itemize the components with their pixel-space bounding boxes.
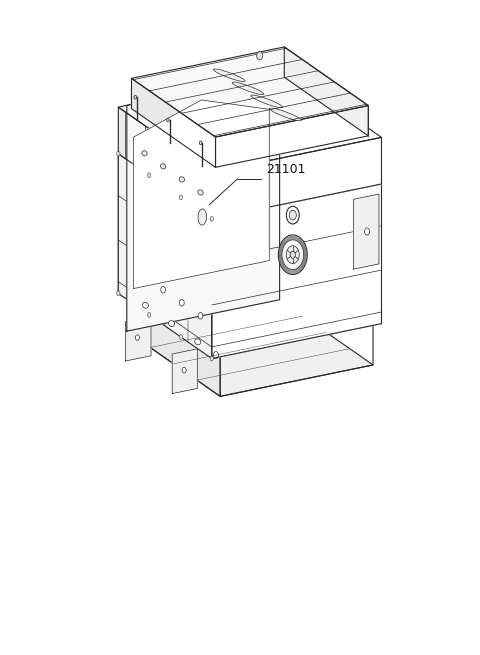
Polygon shape xyxy=(133,100,269,289)
Polygon shape xyxy=(284,47,368,136)
Circle shape xyxy=(286,246,299,263)
Ellipse shape xyxy=(269,108,301,121)
Ellipse shape xyxy=(232,82,264,95)
Circle shape xyxy=(210,217,214,221)
Ellipse shape xyxy=(141,247,148,260)
Polygon shape xyxy=(126,316,151,361)
Circle shape xyxy=(257,52,263,60)
Polygon shape xyxy=(118,72,382,172)
Polygon shape xyxy=(220,326,373,396)
Circle shape xyxy=(214,352,218,358)
Polygon shape xyxy=(212,184,382,358)
Circle shape xyxy=(117,291,120,295)
Ellipse shape xyxy=(168,320,175,326)
Circle shape xyxy=(147,312,151,317)
Polygon shape xyxy=(127,74,280,331)
Polygon shape xyxy=(132,47,368,137)
Polygon shape xyxy=(118,259,382,358)
Ellipse shape xyxy=(160,164,166,169)
Circle shape xyxy=(199,141,202,145)
Circle shape xyxy=(364,228,370,235)
Circle shape xyxy=(210,356,214,361)
Ellipse shape xyxy=(142,151,147,156)
Circle shape xyxy=(180,299,184,306)
Ellipse shape xyxy=(197,286,204,299)
Polygon shape xyxy=(172,348,198,394)
Circle shape xyxy=(278,235,307,274)
Ellipse shape xyxy=(179,273,185,286)
Circle shape xyxy=(179,195,182,200)
Ellipse shape xyxy=(195,339,201,345)
Polygon shape xyxy=(353,194,379,269)
Circle shape xyxy=(134,96,137,99)
Circle shape xyxy=(282,240,304,270)
Circle shape xyxy=(289,210,296,220)
Circle shape xyxy=(167,118,169,122)
Circle shape xyxy=(142,273,147,280)
Circle shape xyxy=(290,251,295,258)
Polygon shape xyxy=(118,107,212,219)
Circle shape xyxy=(287,206,299,224)
Ellipse shape xyxy=(214,69,245,82)
Circle shape xyxy=(161,286,166,293)
Circle shape xyxy=(179,335,182,339)
Text: 21101: 21101 xyxy=(266,162,305,176)
Circle shape xyxy=(182,367,186,373)
Ellipse shape xyxy=(160,260,167,273)
Ellipse shape xyxy=(143,303,148,309)
Ellipse shape xyxy=(198,190,203,195)
Polygon shape xyxy=(118,119,382,219)
Polygon shape xyxy=(127,300,373,396)
Polygon shape xyxy=(118,154,212,358)
Polygon shape xyxy=(127,291,220,396)
Circle shape xyxy=(147,173,151,178)
Polygon shape xyxy=(132,79,216,167)
Polygon shape xyxy=(216,105,368,167)
Polygon shape xyxy=(212,138,382,219)
Ellipse shape xyxy=(198,209,206,225)
Circle shape xyxy=(135,335,140,341)
Ellipse shape xyxy=(251,95,283,107)
Circle shape xyxy=(117,151,120,156)
Ellipse shape xyxy=(179,177,184,182)
Circle shape xyxy=(198,312,203,319)
